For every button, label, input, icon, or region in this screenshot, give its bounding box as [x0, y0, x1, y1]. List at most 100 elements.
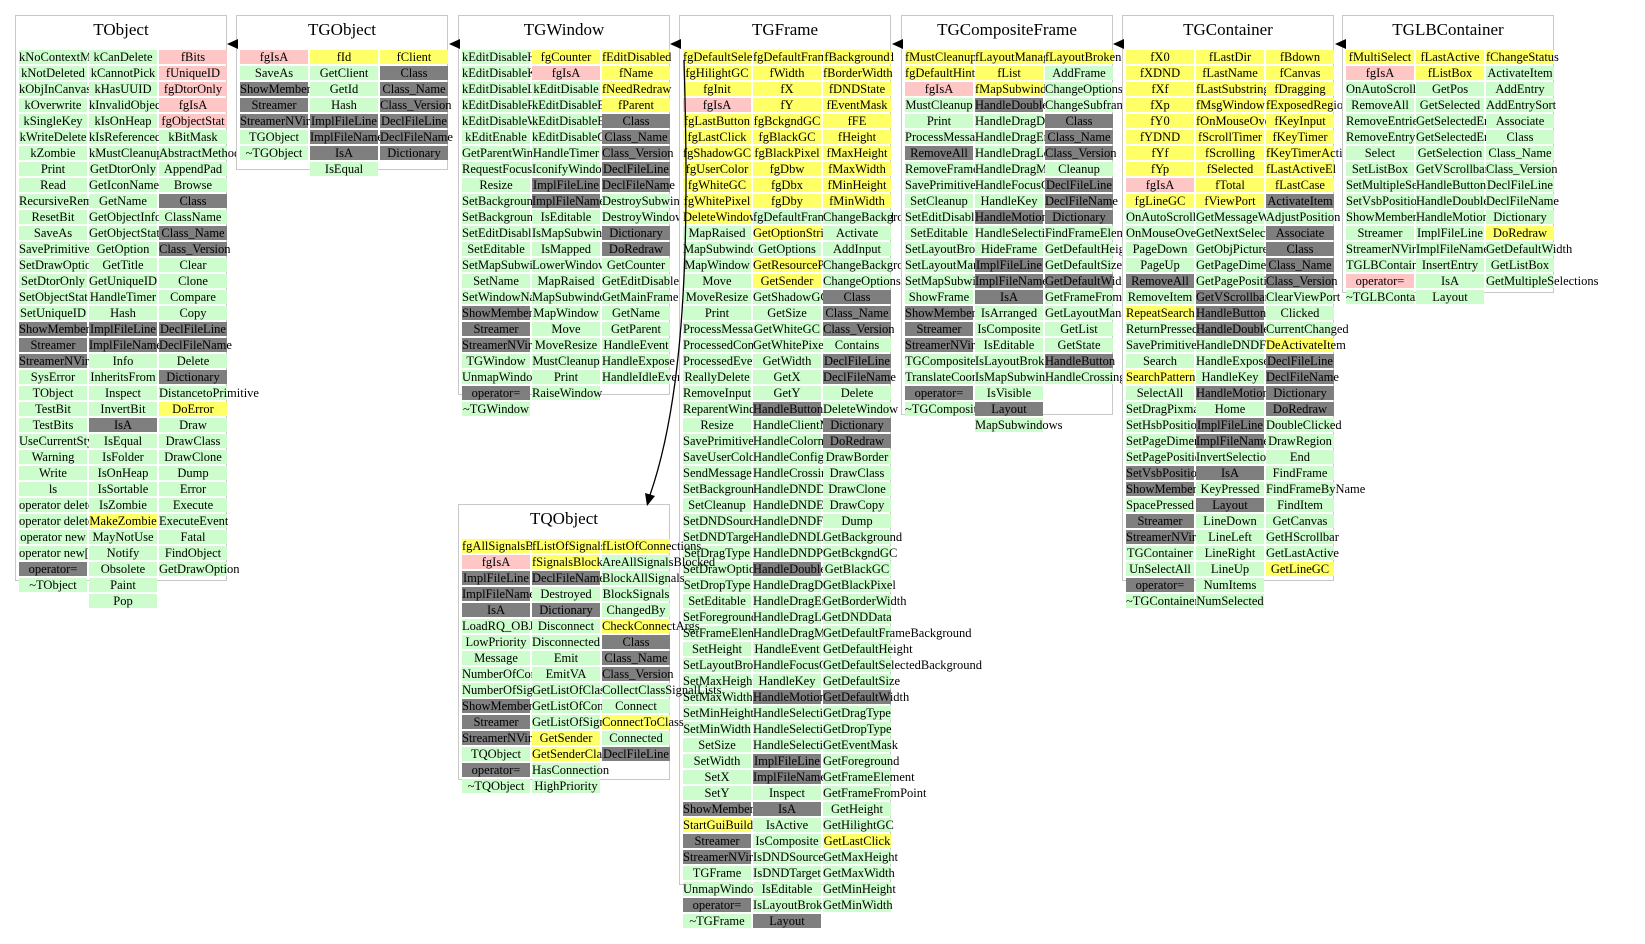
- member-cell[interactable]: Streamer: [462, 715, 530, 729]
- member-cell[interactable]: GetDrawOption: [159, 562, 240, 576]
- member-cell[interactable]: ShowMembers: [683, 802, 759, 816]
- member-cell[interactable]: IsEditable: [532, 210, 600, 224]
- member-cell[interactable]: GetDefaultWidth: [1486, 242, 1573, 256]
- member-cell[interactable]: ImplFileLine: [310, 114, 378, 128]
- member-cell[interactable]: kNoContextMenu: [19, 50, 110, 64]
- member-cell[interactable]: HandleDragDrop: [753, 578, 840, 592]
- member-cell[interactable]: DoRedraw: [602, 242, 670, 256]
- member-cell[interactable]: Class_Name: [1045, 130, 1113, 144]
- member-cell[interactable]: DoRedraw: [1266, 402, 1334, 416]
- member-cell[interactable]: FindFrameByName: [1266, 482, 1366, 496]
- member-cell[interactable]: fgAllSignalsBlocked: [462, 539, 567, 553]
- member-cell[interactable]: HandleDNDDrop: [753, 482, 842, 496]
- member-cell[interactable]: HandleMotion: [1416, 210, 1489, 224]
- member-cell[interactable]: Info: [89, 354, 157, 368]
- member-cell[interactable]: TGFrame: [683, 866, 751, 880]
- member-cell[interactable]: ProcessedEvent: [683, 354, 763, 368]
- member-cell[interactable]: Class_Name: [823, 306, 891, 320]
- member-cell[interactable]: fgDby: [753, 194, 821, 208]
- member-cell[interactable]: Class_Version: [823, 322, 895, 336]
- member-cell[interactable]: StreamerNVirtual: [1126, 530, 1215, 544]
- member-cell[interactable]: ImplFileName: [532, 194, 605, 208]
- member-cell[interactable]: AbstractMethod: [159, 146, 241, 160]
- member-cell[interactable]: SetMapSubwindows: [462, 258, 566, 272]
- member-cell[interactable]: HandleTimer: [89, 290, 157, 304]
- member-cell[interactable]: ShowMembers: [1346, 210, 1422, 224]
- member-cell[interactable]: Dictionary: [380, 146, 448, 160]
- member-cell[interactable]: fgIsA: [683, 98, 751, 112]
- member-cell[interactable]: Error: [159, 482, 227, 496]
- member-cell[interactable]: GetListOfClassSignals: [532, 683, 647, 697]
- member-cell[interactable]: GetVScrollbar: [1416, 162, 1489, 176]
- member-cell[interactable]: GetDNDData: [823, 610, 892, 624]
- member-cell[interactable]: kOverwrite: [19, 98, 87, 112]
- member-cell[interactable]: fgObjectStat: [159, 114, 227, 128]
- member-cell[interactable]: GetSelectedEntries: [1416, 114, 1512, 128]
- member-cell[interactable]: fKeyTimer: [1266, 130, 1334, 144]
- member-cell[interactable]: MustCleanup: [532, 354, 600, 368]
- member-cell[interactable]: IsZombie: [89, 498, 157, 512]
- member-cell[interactable]: GetNextSelected: [1196, 226, 1281, 240]
- member-cell[interactable]: SetDrawOption: [683, 562, 762, 576]
- member-cell[interactable]: SetPageDimension: [1126, 434, 1222, 448]
- member-cell[interactable]: IsA: [462, 603, 530, 617]
- member-cell[interactable]: kIsReferenced: [89, 130, 162, 144]
- member-cell[interactable]: GetLastActive: [1266, 546, 1339, 560]
- member-cell[interactable]: Resize: [462, 178, 530, 192]
- member-cell[interactable]: fgIsA: [1126, 178, 1194, 192]
- member-cell[interactable]: OnAutoScroll: [1126, 210, 1197, 224]
- member-cell[interactable]: Paint: [89, 578, 157, 592]
- member-cell[interactable]: SetDtorOnly: [19, 274, 87, 288]
- member-cell[interactable]: fLastActiveEl: [1266, 162, 1337, 176]
- member-cell[interactable]: Disconnect: [532, 619, 600, 633]
- member-cell[interactable]: UnmapWindow: [462, 370, 542, 384]
- member-cell[interactable]: SetX: [683, 770, 751, 784]
- member-cell[interactable]: HandleIdleEvent: [602, 370, 687, 384]
- member-cell[interactable]: SetMaxWidth: [683, 690, 753, 704]
- member-cell[interactable]: ImplFileLine: [975, 258, 1043, 272]
- member-cell[interactable]: GetParentWindow: [462, 146, 555, 160]
- member-cell[interactable]: fMapSubwindows: [975, 82, 1067, 96]
- member-cell[interactable]: IsA: [310, 146, 378, 160]
- member-cell[interactable]: HandleButton: [1196, 306, 1267, 320]
- member-cell[interactable]: fId: [310, 50, 378, 64]
- member-cell[interactable]: kCanDelete: [89, 50, 157, 64]
- member-cell[interactable]: GetListOfConnections: [532, 699, 646, 713]
- member-cell[interactable]: IsA: [89, 418, 157, 432]
- member-cell[interactable]: DrawClass: [823, 466, 891, 480]
- member-cell[interactable]: Associate: [1486, 114, 1554, 128]
- member-cell[interactable]: HandleDoubleClick: [975, 98, 1075, 112]
- member-cell[interactable]: GetFrameFromPoint: [823, 786, 927, 800]
- member-cell[interactable]: fYf: [1126, 146, 1194, 160]
- member-cell[interactable]: kHasUUID: [89, 82, 157, 96]
- member-cell[interactable]: fLastSubstring: [1196, 82, 1270, 96]
- member-cell[interactable]: RepeatSearch: [1126, 306, 1195, 320]
- member-cell[interactable]: GetName: [89, 194, 157, 208]
- member-cell[interactable]: Compare: [159, 290, 227, 304]
- member-cell[interactable]: SetSize: [683, 738, 751, 752]
- member-cell[interactable]: SetHsbPosition: [1126, 418, 1204, 432]
- member-cell[interactable]: ShowMembers: [462, 699, 538, 713]
- member-cell[interactable]: GetDefaultSelectedBackground: [823, 658, 982, 672]
- member-cell[interactable]: TestBits: [19, 418, 87, 432]
- member-cell[interactable]: MapSubwindows: [532, 290, 620, 304]
- member-cell[interactable]: GetMessageWindow: [1196, 210, 1301, 224]
- member-cell[interactable]: kEditDisableResize: [462, 98, 561, 112]
- member-cell[interactable]: IsEditable: [975, 338, 1043, 352]
- member-cell[interactable]: AddInput: [823, 242, 891, 256]
- member-cell[interactable]: Execute: [159, 498, 227, 512]
- member-cell[interactable]: UseCurrentStyle: [19, 434, 103, 448]
- member-cell[interactable]: fgDbw: [753, 162, 821, 176]
- member-cell[interactable]: Dump: [159, 466, 227, 480]
- member-cell[interactable]: fBits: [159, 50, 227, 64]
- member-cell[interactable]: MapSubwindows: [683, 242, 771, 256]
- member-cell[interactable]: Streamer: [1346, 226, 1414, 240]
- member-cell[interactable]: EmitVA: [532, 667, 600, 681]
- member-cell[interactable]: fParent: [602, 98, 670, 112]
- member-cell[interactable]: DrawClass: [159, 434, 227, 448]
- member-cell[interactable]: operator=: [905, 386, 973, 400]
- member-cell[interactable]: HandleEvent: [753, 642, 821, 656]
- member-cell[interactable]: Connect: [602, 699, 670, 713]
- member-cell[interactable]: SetMultipleSelections: [1346, 178, 1457, 192]
- member-cell[interactable]: HandleDoubleClick: [1196, 322, 1296, 336]
